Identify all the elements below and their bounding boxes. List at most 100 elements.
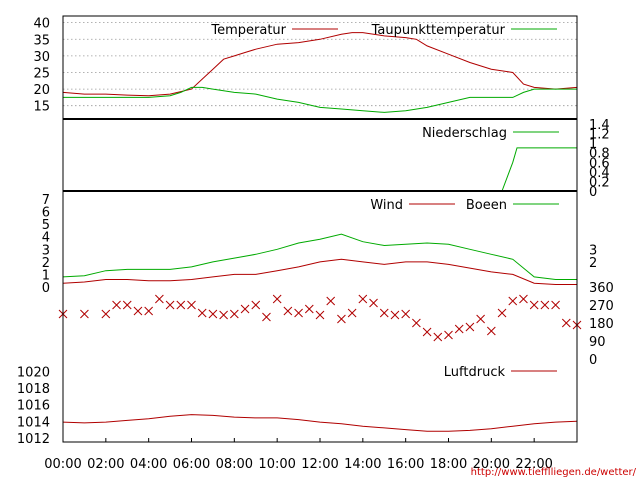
x-tick-label: 16:00 <box>387 457 424 472</box>
wind-direction-point <box>272 294 282 304</box>
legend-label: Niederschlag <box>422 126 507 141</box>
y-right-tick-label: 0 <box>589 185 597 200</box>
legend-label: Wind <box>370 198 403 213</box>
y-tick-label: 1018 <box>17 382 50 397</box>
grid-layer <box>63 22 577 107</box>
wind-direction-point <box>465 322 475 332</box>
wind-direction-point <box>561 318 571 328</box>
wind-direction-point <box>304 304 314 314</box>
x-tick-label: 08:00 <box>216 457 253 472</box>
y-right-tick-label: 0.6 <box>589 156 610 171</box>
wind-direction-point <box>551 300 560 310</box>
wind-direction-point <box>187 300 196 310</box>
y-right-tick-label: 0.8 <box>589 147 610 162</box>
wind-direction-point <box>165 300 175 310</box>
wind-direction-point <box>379 308 389 318</box>
y-tick-label: 0 <box>42 281 50 296</box>
legend-label: Temperatur <box>210 23 286 38</box>
y-tick-label: 20 <box>33 83 50 98</box>
wind-direction-point <box>144 306 154 316</box>
legend-label: Luftdruck <box>444 365 506 380</box>
series-line-boeen <box>62 233 577 280</box>
wind-direction-point <box>176 300 186 310</box>
wind-direction-point <box>347 308 357 318</box>
y-right-tick-label: 1.2 <box>589 128 610 143</box>
wind-direction-point <box>219 310 228 320</box>
wind-direction-point <box>337 314 346 324</box>
y-right-tick-label: 2 <box>589 256 597 271</box>
series-line-taupunkttemperatur <box>63 86 577 113</box>
wind-direction-point <box>155 294 164 304</box>
y-right-tick-label: 3 <box>589 243 597 258</box>
y-tick-label: 40 <box>33 17 50 32</box>
wind-direction-point <box>101 309 111 319</box>
wind-direction-point <box>197 308 207 318</box>
wind-direction-point <box>508 296 518 306</box>
wind-direction-point <box>433 332 443 342</box>
y-right-tick-label: 360 <box>589 281 614 296</box>
wind-direction-point <box>444 330 453 340</box>
legend-label: Boeen <box>466 198 507 213</box>
y-tick-label: 3 <box>42 243 50 258</box>
x-tick-label: 18:00 <box>430 457 467 472</box>
wind-direction-point <box>251 300 261 310</box>
y-tick-label: 1 <box>42 268 50 283</box>
wind-direction-point <box>229 309 239 319</box>
wind-direction-point <box>390 310 400 320</box>
wind-direction-point <box>486 326 496 336</box>
x-tick-label: 06:00 <box>173 457 210 472</box>
label-layer: 00:00 02:00 04:00 06:00 08:00 10:00 12:00 14:00… <box>17 17 614 472</box>
wind-direction-point <box>519 294 528 304</box>
wind-direction-point <box>369 298 378 308</box>
wind-direction-point <box>208 309 218 319</box>
y-right-tick-label: 270 <box>589 299 614 314</box>
y-tick-label: 7 <box>42 193 50 208</box>
series-line-luftdruck <box>62 414 578 432</box>
y-tick-label: 25 <box>33 66 50 81</box>
wind-direction-point <box>358 294 368 304</box>
y-tick-label: 5 <box>42 218 50 233</box>
y-tick-label: 30 <box>33 50 50 65</box>
source-url-label: http://www.tiefflliegen.de/wetter/ <box>471 467 637 478</box>
wind-direction-point <box>540 300 550 310</box>
y-right-tick-label: 0.2 <box>589 175 610 190</box>
y-tick-label: 1014 <box>17 415 50 430</box>
frame-layer <box>62 15 578 443</box>
x-tick-label: 12:00 <box>301 457 338 472</box>
y-tick-label: 1020 <box>17 365 50 380</box>
y-tick-label: 35 <box>33 33 50 48</box>
y-right-tick-label: 0 <box>589 353 597 368</box>
wind-direction-point <box>122 300 132 310</box>
wind-direction-point <box>476 314 485 324</box>
y-tick-label: 4 <box>42 231 50 246</box>
wind-direction-point <box>401 309 411 319</box>
wind-direction-point <box>529 300 539 310</box>
series-line-niederschlag <box>63 147 577 192</box>
series-line-wind <box>62 258 577 285</box>
x-tick-label: 20:00 <box>473 457 510 472</box>
y-tick-label: 1016 <box>17 399 50 414</box>
y-tick-label: 2 <box>42 256 50 271</box>
wind-direction-point <box>262 312 271 322</box>
wind-direction-point <box>133 306 143 316</box>
wind-direction-point <box>315 310 325 320</box>
x-tick-label: 00:00 <box>44 457 81 472</box>
wind-direction-point <box>422 327 432 337</box>
wind-direction-point <box>80 309 89 319</box>
wind-direction-point <box>240 304 250 314</box>
wind-direction-point <box>454 324 464 334</box>
wind-direction-point <box>497 308 507 318</box>
y-right-tick-label: 180 <box>589 317 614 332</box>
wind-direction-point <box>326 296 336 306</box>
x-tick-label: 02:00 <box>87 457 124 472</box>
y-right-tick-label: 1 <box>589 137 597 152</box>
y-right-tick-label: 0.4 <box>589 166 610 181</box>
wind-direction-point <box>412 318 421 328</box>
wind-direction-point <box>112 300 121 310</box>
y-right-tick-label: 90 <box>589 335 606 350</box>
y-tick-label: 15 <box>33 100 50 115</box>
wind-direction-point <box>294 308 303 318</box>
x-tick-label: 04:00 <box>130 457 167 472</box>
legend-label: Taupunkttemperatur <box>371 23 506 38</box>
